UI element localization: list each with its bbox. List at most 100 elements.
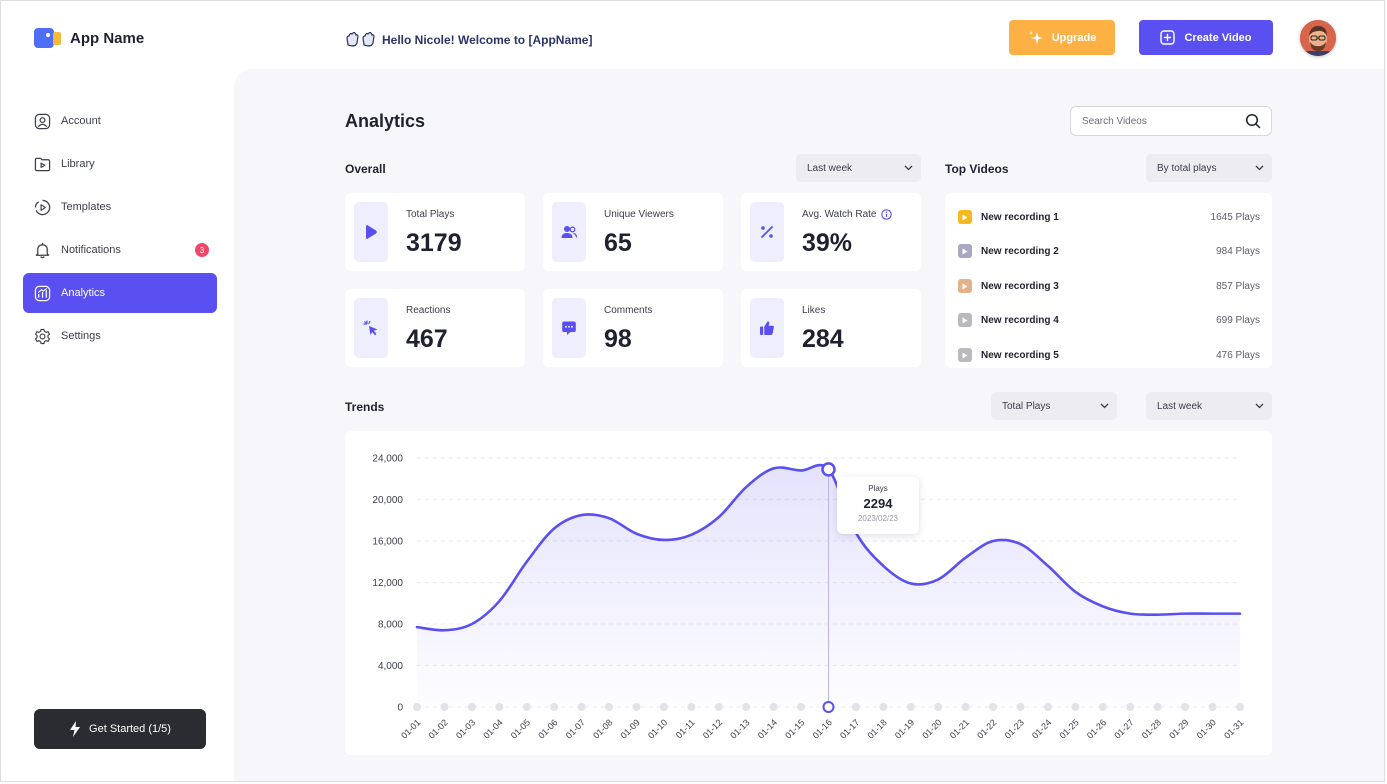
x-point [769,703,778,711]
templates-icon [34,199,51,215]
stat-value: 98 [604,325,632,353]
account-icon [34,113,51,129]
trends-range-dropdown[interactable]: Last week [1146,392,1272,420]
user-avatar-icon [1300,20,1336,56]
x-point [1016,703,1025,711]
x-point [879,703,888,711]
sidebar-item-label: Account [61,115,101,127]
highlight-baseline-point [822,701,835,713]
video-plays: 1645 Plays [1210,211,1260,223]
list-item[interactable]: New recording 3 857 Plays [958,278,1260,294]
video-plays: 476 Plays [1216,349,1260,361]
list-item[interactable]: New recording 1 1645 Plays [958,209,1260,225]
x-tick-label: 01-03 [454,717,477,740]
stat-label: Likes [802,305,826,316]
avatar[interactable] [1300,20,1336,56]
x-tick-label: 01-20 [920,717,943,740]
analytics-icon [34,285,51,301]
x-tick-label: 01-28 [1140,717,1163,740]
create-video-label: Create Video [1184,31,1252,44]
upgrade-button[interactable]: Upgrade [1009,20,1115,55]
x-tick-label: 01-01 [399,717,422,740]
stat-card-unique-viewers: Unique Viewers 65 [543,193,723,271]
x-point [632,703,641,711]
plus-square-icon [1160,30,1176,45]
top-videos-heading: Top Videos [945,162,1009,176]
x-point [659,703,668,711]
thumbs-up-icon [750,298,784,358]
stat-label-row: Avg. Watch Rate [802,209,893,220]
x-tick-label: 01-12 [701,717,724,740]
stat-label: Reactions [406,305,451,316]
video-plays: 984 Plays [1216,245,1260,257]
stat-card-total-plays: Total Plays 3179 [345,193,525,271]
x-point [1071,703,1080,711]
sidebar-item-analytics[interactable]: Analytics [23,273,217,313]
video-name: New recording 5 [981,349,1059,361]
search-icon[interactable] [1245,113,1261,129]
x-tick-label: 01-21 [948,717,971,740]
video-name: New recording 1 [981,211,1059,223]
x-tick-label: 01-11 [674,717,697,740]
stat-label: Avg. Watch Rate [802,209,877,220]
sidebar-item-notifications[interactable]: Notifications 3 [23,230,217,270]
dropdown-value: By total plays [1157,162,1217,174]
sidebar-item-templates[interactable]: Templates [23,187,217,227]
get-started-label: Get Started (1/5) [89,723,171,735]
users-icon [552,202,586,262]
trends-heading: Trends [345,400,385,414]
x-point [742,703,751,711]
x-point [687,703,696,711]
top-videos-sort-dropdown[interactable]: By total plays [1146,154,1272,182]
stat-value: 467 [406,325,448,353]
chevron-down-icon [1255,403,1264,409]
x-point [1208,703,1217,711]
chevron-down-icon [1100,403,1109,409]
create-video-button[interactable]: Create Video [1139,20,1273,55]
x-tick-label: 01-05 [509,717,532,740]
x-point [550,703,559,711]
x-tick-label: 01-09 [619,717,642,740]
x-tick-label: 01-16 [811,717,834,740]
search-box[interactable] [1070,106,1272,136]
overall-range-dropdown[interactable]: Last week [796,154,921,182]
trends-metric-dropdown[interactable]: Total Plays [991,392,1117,420]
percent-icon [750,202,784,262]
list-item[interactable]: New recording 5 476 Plays [958,347,1260,363]
sidebar-item-label: Library [61,158,95,170]
x-tick-label: 01-31 [1222,717,1245,740]
dropdown-value: Total Plays [1002,400,1051,412]
video-plays: 699 Plays [1216,314,1260,326]
list-item[interactable]: New recording 4 699 Plays [958,312,1260,328]
cursor-click-icon [354,298,388,358]
search-input[interactable] [1082,115,1232,127]
sidebar-item-label: Notifications [61,244,121,256]
video-plays: 857 Plays [1216,280,1260,292]
chevron-down-icon [904,165,913,171]
x-point [714,703,723,711]
stat-label: Unique Viewers [604,209,674,220]
x-point [495,703,504,711]
sidebar-item-library[interactable]: Library [23,144,217,184]
page-title: Analytics [345,111,426,131]
x-tick-label: 01-23 [1003,717,1026,740]
sidebar-nav: Account Library Templates Notification [23,101,217,359]
stat-card-reactions: Reactions 467 [345,289,525,367]
sidebar-item-account[interactable]: Account [23,101,217,141]
get-started-button[interactable]: Get Started (1/5) [34,709,206,749]
x-point [1153,703,1162,711]
y-tick-label: 24,000 [372,454,403,465]
x-tick-label: 01-29 [1167,717,1190,740]
sidebar-item-settings[interactable]: Settings [23,316,217,356]
app-logo[interactable]: App Name [34,28,144,48]
info-icon[interactable] [881,209,893,220]
chevron-down-icon [1255,165,1264,171]
x-tick-label: 01-17 [838,717,861,740]
main-panel: Analytics Overall Last week Top Videos B… [234,69,1384,781]
x-tick-label: 01-27 [1112,717,1135,740]
video-play-icon [958,210,972,224]
x-tick-label: 01-06 [536,717,559,740]
greeting: Hello Nicole! Welcome to [AppName] [345,32,592,47]
list-item[interactable]: New recording 2 984 Plays [958,243,1260,259]
